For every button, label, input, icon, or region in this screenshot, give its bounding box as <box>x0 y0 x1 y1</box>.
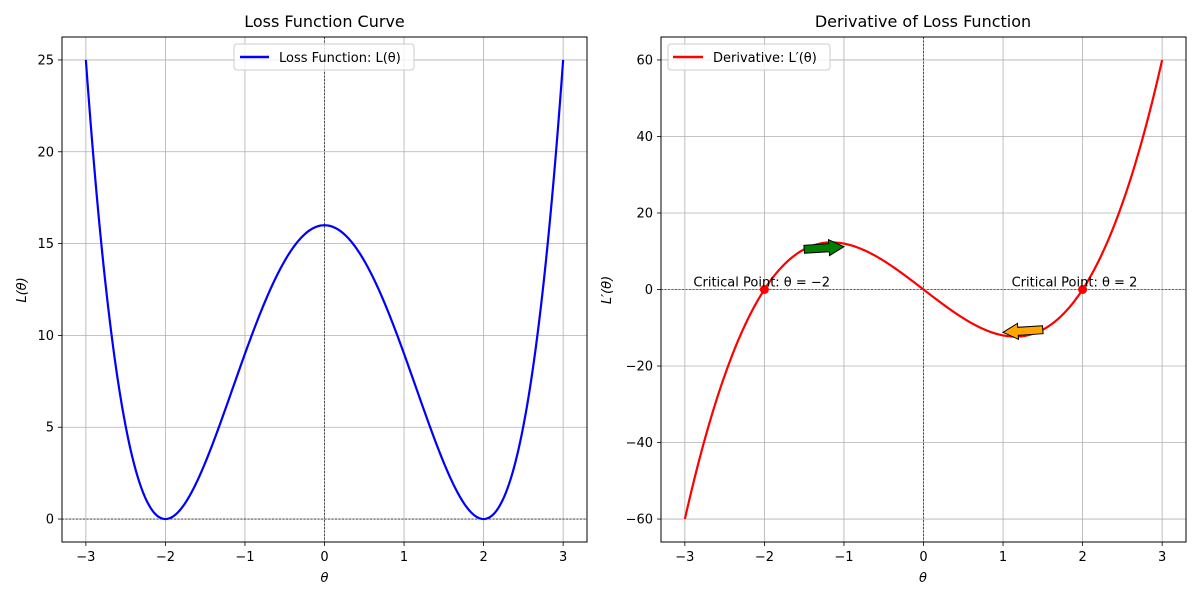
derivative-chart-x-tick-label: −1 <box>834 550 853 565</box>
loss-chart-x-tick-label: −3 <box>76 550 95 565</box>
derivative-chart-y-tick-label: 40 <box>636 130 653 145</box>
derivative-chart-legend-box <box>667 43 831 71</box>
derivative-chart-y-tick-label: 60 <box>636 53 653 68</box>
derivative-chart-critical-point <box>759 285 769 294</box>
derivative-chart: Derivative of Loss Function Critical Poi… <box>600 12 1187 586</box>
loss-chart-x-ticks: −3 −2 −1 0 1 2 3 <box>76 542 567 565</box>
loss-chart-legend: Loss Function: L(θ) <box>233 43 415 71</box>
loss-chart-x-tick-label: 0 <box>320 550 328 565</box>
loss-chart-x-tick-label: 3 <box>559 550 567 565</box>
derivative-chart-y-label: L′(θ) <box>600 276 615 304</box>
loss-chart-legend-box <box>233 43 415 71</box>
loss-chart-y-tick-label: 0 <box>46 513 54 528</box>
loss-chart-title: Loss Function Curve <box>244 12 405 31</box>
derivative-chart-x-tick-label: 2 <box>1078 550 1086 565</box>
derivative-chart-y-ticks: −60 −40 −20 0 20 40 60 <box>626 53 661 528</box>
derivative-chart-title: Derivative of Loss Function <box>815 12 1031 31</box>
loss-chart-y-label: L(θ) <box>15 277 30 302</box>
loss-chart-series-line <box>84 59 565 521</box>
derivative-chart-critical-point <box>1078 285 1088 294</box>
loss-chart-y-tick-label: 25 <box>37 53 54 68</box>
derivative-chart-arrows <box>803 238 1044 341</box>
derivative-chart-y-tick-label: −20 <box>626 360 653 375</box>
derivative-chart-critical-points: Critical Point: θ = −2 Critical Point: θ … <box>693 276 1138 294</box>
loss-chart-x-label: θ <box>321 571 329 586</box>
derivative-chart-x-tick-label: 3 <box>1158 550 1166 565</box>
derivative-chart-x-tick-label: 0 <box>919 550 927 565</box>
loss-chart-y-tick-label: 10 <box>37 329 54 344</box>
derivative-chart-y-tick-label: −40 <box>626 436 653 451</box>
loss-chart-x-tick-label: −2 <box>156 550 175 565</box>
derivative-chart-x-tick-label: −2 <box>755 550 774 565</box>
derivative-chart-critical-point-label: Critical Point: θ = 2 <box>1012 276 1138 291</box>
derivative-chart-y-tick-label: −60 <box>626 513 653 528</box>
loss-chart-y-ticks: 0 5 10 15 20 25 <box>37 53 62 528</box>
loss-chart-legend-label: Loss Function: L(θ) <box>279 51 401 66</box>
loss-chart-series <box>84 59 565 521</box>
derivative-chart-x-ticks: −3 −2 −1 0 1 2 3 <box>675 542 1166 565</box>
derivative-chart-x-label: θ <box>919 571 927 586</box>
derivative-chart-gradient-arrow <box>1001 322 1044 341</box>
derivative-chart-legend-label: Derivative: L′(θ) <box>713 51 817 66</box>
loss-chart-reference-lines <box>62 37 587 542</box>
loss-chart-y-tick-label: 15 <box>37 237 54 252</box>
loss-chart-x-tick-label: 2 <box>479 550 487 565</box>
loss-chart-x-tick-label: 1 <box>400 550 408 565</box>
derivative-chart-x-tick-label: −3 <box>675 550 694 565</box>
derivative-chart-y-tick-label: 0 <box>645 283 653 298</box>
derivative-chart-gradient-arrow <box>803 238 846 257</box>
derivative-chart-y-tick-label: 20 <box>636 206 653 221</box>
derivative-chart-legend: Derivative: L′(θ) <box>667 43 831 71</box>
derivative-chart-x-tick-label: 1 <box>999 550 1007 565</box>
loss-chart-y-tick-label: 5 <box>46 421 54 436</box>
loss-chart: Loss Function Curve −3 −2 −1 0 1 2 3 0 5 10 15 20 2… <box>15 12 588 586</box>
loss-chart-y-tick-label: 20 <box>37 145 54 160</box>
loss-chart-x-tick-label: −1 <box>235 550 254 565</box>
derivative-chart-critical-point-label: Critical Point: θ = −2 <box>693 276 830 291</box>
